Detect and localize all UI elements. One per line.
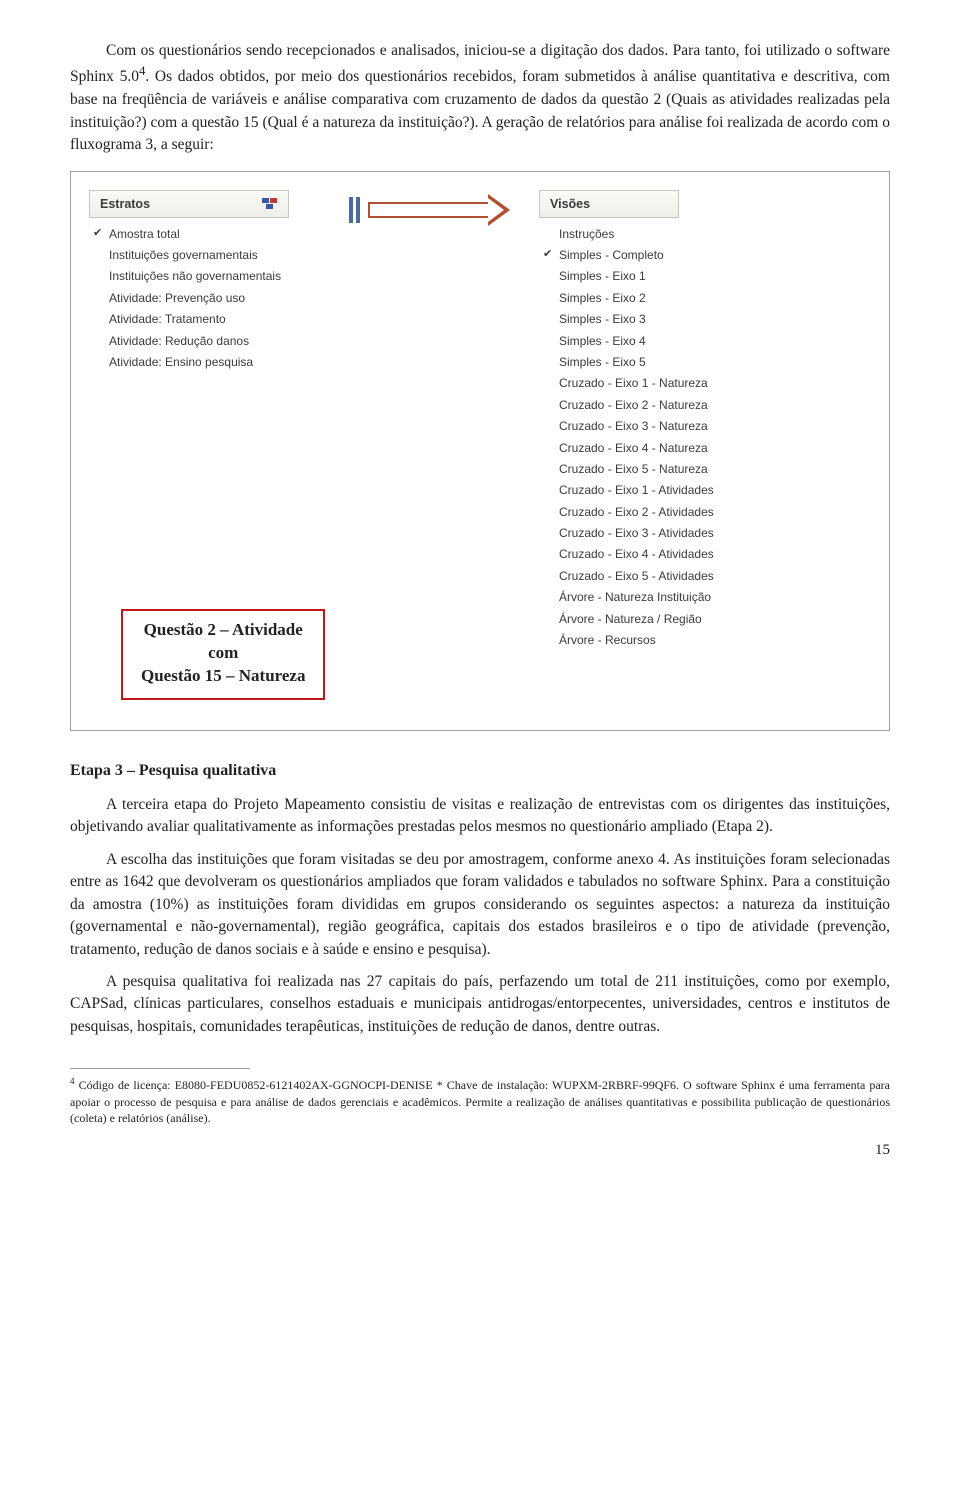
estratos-item[interactable]: Atividade: Tratamento: [91, 309, 327, 330]
visoes-item[interactable]: Árvore - Recursos: [541, 630, 718, 651]
visoes-panel: Visões Instruções ✔ Simples - Completo Simp…: [539, 190, 720, 658]
footnote-4: 4 Código de licença: E8080-FEDU0852-6121…: [70, 1075, 890, 1126]
visoes-header[interactable]: Visões: [539, 190, 679, 218]
visoes-item-label: Simples - Eixo 2: [559, 291, 646, 305]
footnote-rule: [70, 1068, 250, 1069]
estratos-item-label: Atividade: Redução danos: [109, 334, 249, 348]
visoes-item[interactable]: Cruzado - Eixo 4 - Natureza: [541, 438, 718, 459]
visoes-item-label: Cruzado - Eixo 3 - Atividades: [559, 526, 714, 540]
visoes-item-label: Cruzado - Eixo 2 - Atividades: [559, 505, 714, 519]
page-number: 15: [70, 1140, 890, 1162]
estratos-item-label: Instituições governamentais: [109, 248, 258, 262]
visoes-item-label: Cruzado - Eixo 3 - Natureza: [559, 419, 708, 433]
visoes-item-label: Cruzado - Eixo 2 - Natureza: [559, 398, 708, 412]
visoes-item[interactable]: Simples - Eixo 4: [541, 331, 718, 352]
visoes-item-label: Cruzado - Eixo 4 - Atividades: [559, 547, 714, 561]
estratos-item[interactable]: Atividade: Prevenção uso: [91, 288, 327, 309]
visoes-item-label: Cruzado - Eixo 1 - Atividades: [559, 483, 714, 497]
visoes-item-label: Árvore - Natureza / Região: [559, 612, 702, 626]
check-icon: ✔: [543, 247, 552, 263]
visoes-item[interactable]: Árvore - Natureza / Região: [541, 609, 718, 630]
visoes-item[interactable]: Cruzado - Eixo 2 - Atividades: [541, 502, 718, 523]
visoes-item[interactable]: Simples - Eixo 3: [541, 309, 718, 330]
estratos-item[interactable]: Instituições não governamentais: [91, 266, 327, 287]
visoes-item-label: Cruzado - Eixo 1 - Natureza: [559, 376, 708, 390]
check-icon: ✔: [93, 226, 102, 242]
visoes-item[interactable]: Cruzado - Eixo 5 - Atividades: [541, 566, 718, 587]
visoes-item-label: Simples - Eixo 4: [559, 334, 646, 348]
visoes-item[interactable]: Cruzado - Eixo 1 - Natureza: [541, 373, 718, 394]
visoes-item[interactable]: Cruzado - Eixo 3 - Natureza: [541, 416, 718, 437]
footnote-num: 4: [70, 1076, 75, 1086]
red-callout-box: Questão 2 – Atividade com Questão 15 – N…: [121, 609, 325, 700]
estratos-list: ✔ Amostra total Instituições governamentai…: [89, 218, 329, 380]
visoes-item-label: Simples - Completo: [559, 248, 664, 262]
estratos-item-label: Atividade: Prevenção uso: [109, 291, 245, 305]
visoes-item-label: Instruções: [559, 227, 614, 241]
visoes-item[interactable]: Instruções: [541, 224, 718, 245]
callout-line-2: com: [141, 642, 305, 665]
visoes-item[interactable]: Simples - Eixo 2: [541, 288, 718, 309]
visoes-item[interactable]: ✔ Simples - Completo: [541, 245, 718, 266]
visoes-item[interactable]: Simples - Eixo 1: [541, 266, 718, 287]
section-p1: A terceira etapa do Projeto Mapeamento c…: [70, 794, 890, 839]
visoes-item[interactable]: Cruzado - Eixo 5 - Natureza: [541, 459, 718, 480]
visoes-item-label: Simples - Eixo 1: [559, 269, 646, 283]
section-title-etapa3: Etapa 3 – Pesquisa qualitativa: [70, 759, 890, 782]
estratos-panel: Estratos ✔ Amostra total Instituições gove…: [89, 190, 329, 658]
estratos-item[interactable]: Atividade: Ensino pesquisa: [91, 352, 327, 373]
callout-line-3: Questão 15 – Natureza: [141, 665, 305, 688]
visoes-item-label: Cruzado - Eixo 5 - Atividades: [559, 569, 714, 583]
section-p3: A pesquisa qualitativa foi realizada nas…: [70, 971, 890, 1038]
flow-arrow: [349, 194, 510, 226]
visoes-item[interactable]: Cruzado - Eixo 1 - Atividades: [541, 480, 718, 501]
estratos-item[interactable]: ✔ Amostra total: [91, 224, 327, 245]
visoes-item-label: Árvore - Recursos: [559, 633, 656, 647]
estratos-item[interactable]: Instituições governamentais: [91, 245, 327, 266]
body-paragraph-1: Com os questionários sendo recepcionados…: [70, 40, 890, 157]
estratos-item-label: Amostra total: [109, 227, 180, 241]
visoes-item[interactable]: Cruzado - Eixo 3 - Atividades: [541, 523, 718, 544]
estratos-icon: [262, 198, 278, 210]
estratos-header[interactable]: Estratos: [89, 190, 289, 218]
estratos-item-label: Atividade: Tratamento: [109, 312, 226, 326]
visoes-item-label: Cruzado - Eixo 5 - Natureza: [559, 462, 708, 476]
estratos-item[interactable]: Atividade: Redução danos: [91, 331, 327, 352]
estratos-item-label: Instituições não governamentais: [109, 269, 281, 283]
visoes-item[interactable]: Cruzado - Eixo 2 - Natureza: [541, 395, 718, 416]
callout-line-1: Questão 2 – Atividade: [141, 619, 305, 642]
visoes-item-label: Simples - Eixo 5: [559, 355, 646, 369]
flowchart-diagram: Estratos ✔ Amostra total Instituições gove…: [70, 171, 890, 731]
section-p2: A escolha das instituições que foram vis…: [70, 849, 890, 961]
visoes-item[interactable]: Árvore - Natureza Instituição: [541, 587, 718, 608]
footnote-text: Código de licença: E8080-FEDU0852-612140…: [70, 1078, 890, 1124]
visoes-item[interactable]: Cruzado - Eixo 4 - Atividades: [541, 544, 718, 565]
visoes-item[interactable]: Simples - Eixo 5: [541, 352, 718, 373]
p1-text-b: . Os dados obtidos, por meio dos questio…: [70, 69, 890, 153]
visoes-item-label: Simples - Eixo 3: [559, 312, 646, 326]
visoes-item-label: Árvore - Natureza Instituição: [559, 590, 711, 604]
estratos-item-label: Atividade: Ensino pesquisa: [109, 355, 253, 369]
visoes-header-label: Visões: [550, 195, 590, 213]
estratos-header-label: Estratos: [100, 195, 150, 213]
visoes-item-label: Cruzado - Eixo 4 - Natureza: [559, 441, 708, 455]
visoes-list: Instruções ✔ Simples - Completo Simples - E…: [539, 218, 720, 658]
